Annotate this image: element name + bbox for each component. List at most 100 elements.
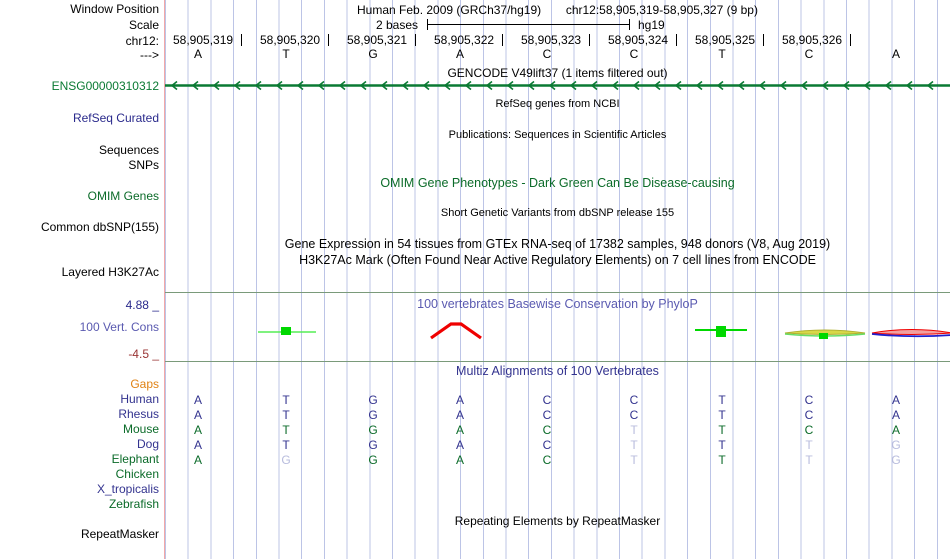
multiz-base: G [368,393,378,407]
multiz-species-row[interactable] [165,468,950,483]
multiz-base: A [193,393,202,407]
multiz-base: A [455,393,464,407]
conservation-track[interactable]: 100 vertebrates Basewise Conservation by… [165,292,950,362]
ruler-tick-mark [328,34,329,46]
ruler-tick-mark [415,34,416,46]
multiz-base: C [629,408,639,422]
multiz-base: C [804,423,814,437]
refseq-track-title[interactable]: RefSeq genes from NCBI [495,98,620,110]
species-label-human[interactable]: Human [120,392,159,406]
species-label-zebrafish[interactable]: Zebrafish [108,497,159,511]
track-label-snps[interactable]: SNPs [128,158,159,172]
multiz-species-row[interactable] [165,483,950,498]
track-label-column: Window Position Scale chr12: ---> ENSG00… [0,0,165,559]
ruler-tick-label: 58,905,325 [695,33,756,47]
reference-base: A [891,47,900,61]
multiz-base: C [542,423,552,437]
ruler-tick-mark [502,34,503,46]
ruler-tick-mark [763,34,764,46]
multiz-base: C [542,453,552,467]
multiz-base: T [805,438,813,452]
reference-base: C [804,47,814,61]
multiz-base: A [891,423,900,437]
multiz-base: A [193,408,202,422]
reference-base: T [282,47,290,61]
h3k27ac-track-title[interactable]: H3K27Ac Mark (Often Found Near Active Re… [299,253,816,267]
ruler-tick-label: 58,905,319 [173,33,234,47]
multiz-base: T [718,393,726,407]
label-window-position: Window Position [70,2,159,16]
multiz-base: C [542,438,552,452]
species-label-rhesus[interactable]: Rhesus [118,407,159,421]
reference-base: A [455,47,464,61]
gencode-track-title[interactable]: GENCODE V49lift37 (1 items filtered out) [447,66,668,80]
reference-base: C [542,47,552,61]
multiz-base: T [805,453,813,467]
ruler-tick-mark [676,34,677,46]
reference-base: A [193,47,202,61]
multiz-base: G [368,438,378,452]
multiz-base: A [193,438,202,452]
conservation-top-rule [165,292,950,293]
track-label-layered-h3k27ac[interactable]: Layered H3K27Ac [61,265,159,279]
ruler-tick-mark [241,34,242,46]
dbsnp-track-title[interactable]: Short Genetic Variants from dbSNP releas… [440,207,675,219]
track-label-gaps[interactable]: Gaps [130,377,159,391]
multiz-base: C [804,408,814,422]
species-label-x-tropicalis[interactable]: X_tropicalis [96,482,159,496]
multiz-base: G [891,438,901,452]
species-label-chicken[interactable]: Chicken [115,467,159,481]
multiz-base: T [718,408,726,422]
ruler-tick-mark [589,34,590,46]
publications-track-title[interactable]: Publications: Sequences in Scientific Ar… [448,129,667,141]
track-label-100-vert-cons[interactable]: 100 Vert. Cons [79,320,159,334]
scale-line [427,24,630,25]
track-label-refseq-curated[interactable]: RefSeq Curated [72,111,159,125]
scale-tick-right [629,19,630,30]
reference-base: C [629,47,639,61]
multiz-base: T [630,423,638,437]
track-label-omim-genes[interactable]: OMIM Genes [87,189,159,203]
species-label-mouse[interactable]: Mouse [122,422,159,436]
multiz-base: T [282,438,290,452]
window-cut-line [164,0,165,559]
gencode-gene-strand-line[interactable] [165,80,950,91]
multiz-species-row[interactable] [165,498,950,513]
ruler-tick-label: 58,905,326 [782,33,843,47]
ruler-tick-label: 58,905,323 [521,33,582,47]
phylop-bar-chart [258,322,950,340]
ruler-tick-mark [850,34,851,46]
window-position-text: Human Feb. 2009 (GRCh37/hg19) chr12:58,9… [165,3,950,17]
ruler-tick-label: 58,905,322 [434,33,495,47]
track-label-sequences[interactable]: Sequences [98,143,159,157]
ruler-tick-label: 58,905,321 [347,33,408,47]
gtex-track-title[interactable]: Gene Expression in 54 tissues from GTEx … [284,237,831,251]
coordinate-ruler[interactable]: 58,905,319 58,905,320 58,905,321 58,905,… [165,33,950,61]
multiz-base: A [193,423,202,437]
species-label-dog[interactable]: Dog [136,437,159,451]
track-label-repeatmasker[interactable]: RepeatMasker [80,527,159,541]
omim-track-title[interactable]: OMIM Gene Phenotypes - Dark Green Can Be… [380,176,735,190]
track-label-common-dbsnp[interactable]: Common dbSNP(155) [40,220,159,234]
scale-bar: 2 bases hg19 [165,17,950,32]
ruler-tick-label: 58,905,320 [260,33,321,47]
repeatmasker-track-title[interactable]: Repeating Elements by RepeatMasker [454,514,661,528]
cons-bar-positive [819,333,828,339]
multiz-base: T [718,423,726,437]
multiz-base: T [630,438,638,452]
conservation-max-label: 4.88 _ [125,298,159,312]
multiz-base: A [455,423,464,437]
reference-base: T [718,47,726,61]
track-label-gencode[interactable]: ENSG00000310312 [51,79,159,93]
multiz-base: G [368,423,378,437]
cons-bar-negative [430,322,482,340]
db-name: hg19 [638,18,665,32]
multiz-track-title[interactable]: Multiz Alignments of 100 Vertebrates [456,364,659,378]
species-label-elephant[interactable]: Elephant [111,452,159,466]
